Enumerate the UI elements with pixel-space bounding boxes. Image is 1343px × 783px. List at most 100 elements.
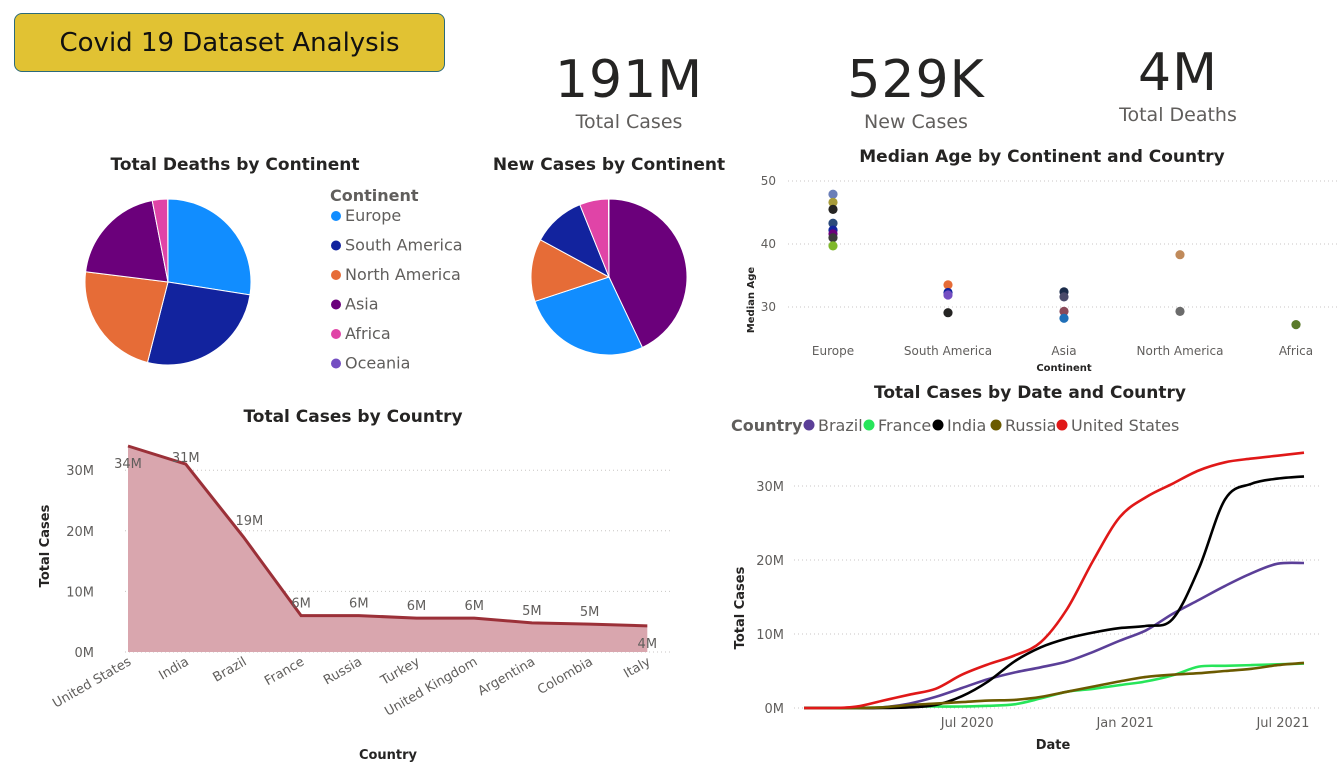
legend-marker-north-america	[331, 270, 341, 280]
cases-by-date-line-brazil[interactable]	[804, 561, 1305, 710]
median-age-point[interactable]	[943, 308, 953, 318]
median-age-point[interactable]	[828, 197, 838, 207]
median-age-xlabel: Continent	[1036, 363, 1092, 374]
legend-item-asia[interactable]: Asia	[345, 295, 379, 314]
kpi-total-deaths[interactable]: 4M Total Deaths	[1078, 43, 1278, 127]
country-legend-marker-france	[863, 419, 875, 431]
median-age-point[interactable]	[828, 241, 838, 251]
country-legend-item-brazil[interactable]: Brazil	[818, 416, 863, 435]
continent-legend[interactable]: Europe South America North America Asia Afri…	[331, 206, 463, 373]
median-age-point[interactable]	[1059, 292, 1069, 302]
country-legend-marker-united-states	[1056, 419, 1068, 431]
median-age-ylabel: Median Age	[746, 267, 757, 334]
cases-by-country-xtick-turkey: Turkey	[377, 654, 422, 689]
cases-by-country-data-label: 5M	[580, 605, 600, 620]
median-age-ytick: 30	[761, 300, 776, 314]
country-legend-item-russia[interactable]: Russia	[1005, 416, 1056, 435]
median-age-point[interactable]	[828, 218, 838, 228]
new-cases-by-continent-chart[interactable]: New Cases by Continent	[490, 145, 730, 365]
legend-item-north-america[interactable]: North America	[345, 265, 461, 284]
cases-by-country-line[interactable]	[127, 444, 648, 628]
median-age-xtick-asia: Asia	[1051, 344, 1076, 358]
dashboard-title-box: Covid 19 Dataset Analysis	[14, 13, 445, 72]
legend-item-europe[interactable]: Europe	[345, 206, 401, 225]
cases-by-country-xtick-russia: Russia	[321, 654, 365, 688]
median-age-point[interactable]	[943, 280, 953, 290]
deaths-pie-slice-asia[interactable]	[85, 199, 169, 283]
newcases-pie-slice-europe[interactable]	[534, 276, 644, 356]
country-legend-title: Country	[731, 416, 803, 435]
newcases-pie-slice-north-america[interactable]	[530, 239, 611, 303]
deaths-pie[interactable]	[84, 198, 252, 366]
cases-by-country-xlabel: Country	[359, 748, 418, 763]
cases-by-date-xtick-jan-2021: Jan 2021	[1095, 716, 1153, 731]
cases-by-country-data-label: 5M	[522, 604, 542, 619]
deaths-pie-slice-south-america[interactable]	[146, 281, 251, 366]
median-age-ytick: 40	[761, 237, 776, 251]
cases-by-date-ytick: 10M	[756, 628, 784, 643]
cases-by-country-xtick-argentina: Argentina	[475, 654, 537, 699]
median-age-point[interactable]	[943, 290, 953, 300]
median-age-chart[interactable]: Median Age by Continent and Country Medi…	[740, 140, 1340, 380]
legend-item-oceania[interactable]: Oceania	[345, 354, 410, 373]
cases-by-country-data-label: 6M	[291, 597, 311, 612]
kpi-total-deaths-label: Total Deaths	[1119, 104, 1237, 126]
deaths-pie-slice-north-america[interactable]	[84, 271, 169, 364]
country-legend-marker-india	[932, 419, 944, 431]
cases-by-date-line-russia[interactable]	[804, 661, 1305, 710]
cases-by-date-lines[interactable]	[803, 451, 1305, 710]
median-age-title: Median Age by Continent and Country	[859, 147, 1224, 167]
cases-by-country-area-fill	[128, 446, 648, 652]
median-age-point[interactable]	[1059, 313, 1069, 323]
legend-item-south-america[interactable]: South America	[345, 236, 463, 255]
cases-by-date-grid: 0M 10M 20M 30M Jul 2020 Jan 2021 Jul 2021	[756, 480, 1322, 731]
cases-by-country-xtick-brazil: Brazil	[210, 654, 249, 685]
kpi-total-deaths-value: 4M	[1138, 43, 1218, 103]
newcases-pie-slice-asia[interactable]	[608, 198, 688, 349]
deaths-chart-title: Total Deaths by Continent	[111, 155, 360, 175]
cases-by-country-xtick-india: India	[157, 654, 192, 683]
median-age-point[interactable]	[1059, 306, 1069, 316]
kpi-total-cases-label: Total Cases	[575, 111, 683, 133]
median-age-point[interactable]	[828, 233, 838, 243]
country-legend[interactable]: Country Brazil France India Russia United Sta…	[731, 416, 1179, 435]
cases-by-date-ytick: 20M	[756, 554, 784, 569]
cases-by-country-chart[interactable]: Total Cases by Country Total Cases Count…	[30, 398, 690, 778]
cases-by-date-line-india[interactable]	[804, 475, 1305, 710]
deaths-pie-slice-europe[interactable]	[167, 198, 252, 296]
dashboard-title: Covid 19 Dataset Analysis	[59, 27, 400, 58]
median-age-point[interactable]	[1175, 250, 1185, 260]
legend-marker-south-america	[331, 240, 341, 251]
median-age-point[interactable]	[828, 204, 838, 214]
cases-by-country-xtick-united-states: United States	[50, 654, 134, 711]
country-legend-item-india[interactable]: India	[947, 416, 986, 435]
cases-by-country-title: Total Cases by Country	[243, 407, 462, 427]
cases-by-date-ytick: 0M	[765, 702, 785, 717]
country-legend-item-united-states[interactable]: United States	[1071, 416, 1179, 435]
kpi-new-cases-value: 529K	[847, 50, 985, 110]
kpi-new-cases[interactable]: 529K New Cases	[816, 50, 1016, 134]
cases-by-country-area[interactable]: 34M 31M 19M 6M 6M 6M 6M 5M 5M 4M United States Indi…	[50, 444, 658, 720]
cases-by-country-xtick-france: France	[262, 654, 307, 689]
legend-marker-asia	[331, 299, 341, 310]
kpi-new-cases-label: New Cases	[864, 111, 968, 133]
cases-by-date-line-united-states[interactable]	[803, 451, 1305, 710]
cases-by-date-ylabel: Total Cases	[733, 566, 748, 649]
cases-by-country-ytick: 30M	[66, 464, 94, 479]
median-age-point[interactable]	[1175, 306, 1185, 316]
deaths-by-continent-chart[interactable]: Total Deaths by Continent Continent Euro…	[70, 145, 470, 390]
cases-by-date-chart[interactable]: Total Cases by Date and Country Country B…	[722, 380, 1337, 780]
country-legend-marker-brazil	[803, 419, 815, 431]
cases-by-country-data-label: 4M	[638, 637, 658, 652]
legend-title: Continent	[330, 186, 419, 205]
country-legend-item-france[interactable]: France	[878, 416, 931, 435]
kpi-total-cases[interactable]: 191M Total Cases	[529, 50, 729, 134]
legend-item-africa[interactable]: Africa	[345, 324, 391, 343]
cases-by-country-ylabel: Total Cases	[38, 504, 53, 587]
kpi-total-cases-value: 191M	[554, 50, 704, 110]
median-age-points[interactable]	[828, 189, 1301, 330]
median-age-point[interactable]	[1291, 320, 1301, 330]
median-age-point[interactable]	[828, 189, 838, 199]
newcases-pie[interactable]	[530, 198, 688, 356]
cases-by-date-title: Total Cases by Date and Country	[874, 383, 1186, 403]
